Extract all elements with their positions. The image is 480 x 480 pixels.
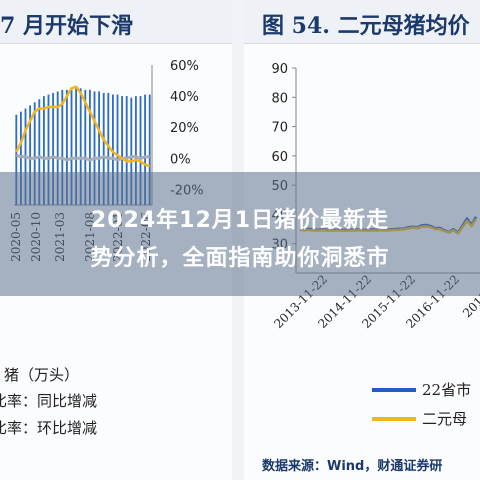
- left-chart-header: 7 月开始下滑: [0, 0, 232, 44]
- left-bar: [42, 96, 45, 205]
- left-bar: [130, 97, 133, 205]
- left-bar: [125, 96, 128, 205]
- left-bar: [144, 94, 147, 205]
- left-bar: [88, 89, 91, 205]
- left-bar: [75, 88, 78, 205]
- left-bar: [47, 94, 50, 205]
- right-chart-title: 图 54. 二元母猪均价: [262, 13, 470, 39]
- left-legend-entry: 比率：同比增减: [0, 392, 97, 410]
- left-bar: [134, 96, 137, 205]
- left-bar: [148, 94, 151, 205]
- right-legend-entry: 二元母: [422, 410, 467, 428]
- data-source-note: 数据来源：Wind，财通证券研: [262, 459, 443, 474]
- headline-line-1: 2024年12月1日猪价最新走: [90, 208, 390, 233]
- left-bar: [139, 96, 142, 205]
- right-legend-entry: 22省市: [422, 381, 471, 399]
- left-bar: [70, 88, 73, 205]
- left-y-tick-label: 0%: [170, 152, 191, 167]
- left-bar: [93, 91, 96, 205]
- left-bar: [56, 91, 59, 205]
- left-bar: [98, 91, 101, 205]
- left-bar: [65, 89, 68, 205]
- left-bar: [15, 114, 18, 205]
- left-y-tick-label: 20%: [170, 121, 199, 136]
- left-bar: [102, 93, 105, 205]
- left-bar: [84, 89, 87, 205]
- right-y-tick-label: 60: [271, 150, 288, 165]
- right-y-tick-label: 70: [271, 121, 288, 136]
- left-bar: [38, 99, 41, 205]
- left-bar: [52, 93, 55, 205]
- right-y-tick-label: 80: [271, 91, 288, 106]
- left-bar: [79, 88, 82, 205]
- left-bar: [29, 105, 32, 205]
- left-y-tick-label: 60%: [170, 59, 199, 74]
- left-y-tick-label: 40%: [170, 90, 199, 105]
- right-y-tick-label: 90: [271, 62, 288, 77]
- headline-line-2: 势分析，全面指南助你洞悉市: [90, 246, 390, 271]
- right-chart-header: 图 54. 二元母猪均价: [244, 0, 480, 44]
- left-bar: [111, 94, 114, 205]
- left-bar: [61, 89, 64, 205]
- left-bar: [116, 94, 119, 205]
- left-yoy-line: [15, 85, 151, 168]
- left-legend-entry: 猪（万头）: [4, 366, 79, 384]
- left-bar: [19, 111, 22, 205]
- left-mom-line: [15, 153, 150, 162]
- left-bar: [33, 102, 36, 205]
- left-bar: [107, 93, 110, 205]
- headline-banner: 2024年12月1日猪价最新走 势分析，全面指南助你洞悉市: [0, 172, 480, 296]
- left-bar: [121, 96, 124, 205]
- left-legend-entry: 比率：环比增减: [0, 419, 97, 437]
- left-chart-title: 7 月开始下滑: [0, 13, 133, 39]
